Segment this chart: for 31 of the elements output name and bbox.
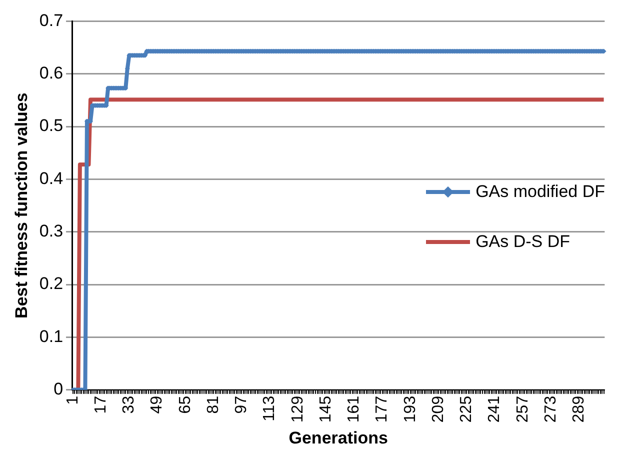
x-tick-label: 193	[402, 396, 419, 423]
x-tick-label: 1	[64, 396, 82, 405]
y-axis-title: Best fitness function values	[12, 92, 31, 318]
x-tick-label: 145	[317, 396, 334, 423]
y-tick-label: 0.5	[39, 116, 64, 136]
x-tick-label: 161	[346, 396, 363, 423]
legend-label: GAs modified DF	[476, 182, 605, 202]
x-tick-label: 97	[233, 396, 250, 414]
x-tick-label: 81	[204, 396, 222, 414]
x-tick-label: 33	[120, 396, 138, 414]
y-tick-label: 0	[54, 380, 64, 399]
x-tick-label: 17	[92, 396, 110, 414]
x-tick-label: 177	[374, 396, 391, 423]
y-tick-label: 0.3	[39, 222, 64, 241]
x-tick-label: 65	[176, 396, 194, 414]
y-tick-label: 0.1	[39, 326, 64, 346]
x-tick-label: 289	[570, 396, 588, 423]
x-axis-title: Generations	[288, 428, 388, 448]
x-tick-label: 49	[148, 396, 166, 414]
y-tick-label: 0.7	[39, 10, 64, 30]
legend-label: GAs D-S DF	[476, 232, 570, 252]
x-tick-label: 241	[486, 396, 504, 423]
y-tick-label: 0.4	[39, 168, 64, 188]
x-tick-label: 257	[514, 396, 532, 423]
x-tick-label: 273	[542, 396, 560, 423]
x-tick-label: 209	[430, 396, 447, 423]
x-tick-label: 225	[458, 396, 476, 423]
x-tick-label: 113	[261, 396, 278, 422]
y-tick-label: 0.2	[39, 274, 64, 294]
x-tick-label: 129	[289, 396, 306, 423]
y-tick-label: 0.6	[39, 64, 64, 83]
